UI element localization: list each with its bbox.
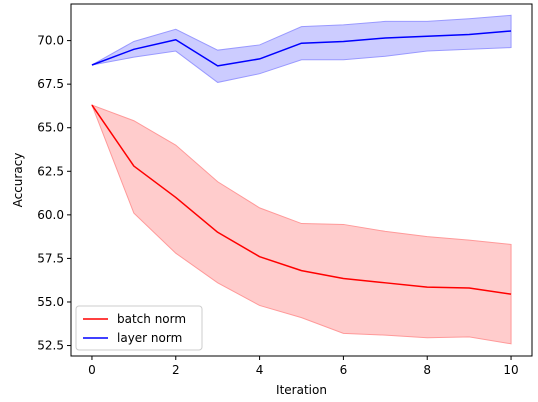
x-tick-label: 8	[423, 363, 431, 377]
legend-label-batch-norm: batch norm	[117, 312, 186, 326]
x-tick-label: 6	[340, 363, 348, 377]
batch-norm-line	[91, 104, 512, 295]
legend-label-layer-norm: layer norm	[117, 331, 182, 345]
y-tick-label: 60.0	[37, 208, 64, 222]
legend-box	[75, 305, 203, 351]
y-tick-label: 55.0	[37, 295, 64, 309]
x-axis-label: Iteration	[276, 383, 327, 397]
y-tick-label: 52.5	[37, 339, 64, 353]
y-tick-label: 57.5	[37, 251, 64, 265]
y-tick-label: 62.5	[37, 164, 64, 178]
y-axis-label: Accuracy	[11, 153, 25, 208]
layer-norm-line	[91, 30, 512, 67]
x-axis: 0 2 4 6 8 10	[88, 356, 519, 377]
y-axis: 52.5 55.0 57.5 60.0 62.5 65.0 67.5 70.0	[37, 34, 71, 353]
x-tick-label: 0	[88, 363, 96, 377]
plot-frame	[70, 3, 533, 357]
x-tick-label: 4	[256, 363, 264, 377]
y-tick-label: 70.0	[37, 34, 64, 48]
y-tick-label: 65.0	[37, 121, 64, 135]
x-tick-label: 10	[503, 363, 518, 377]
legend: batch norm layer norm	[75, 305, 203, 351]
y-tick-label: 67.5	[37, 77, 64, 91]
x-tick-label: 2	[172, 363, 180, 377]
series-lines	[91, 30, 512, 295]
